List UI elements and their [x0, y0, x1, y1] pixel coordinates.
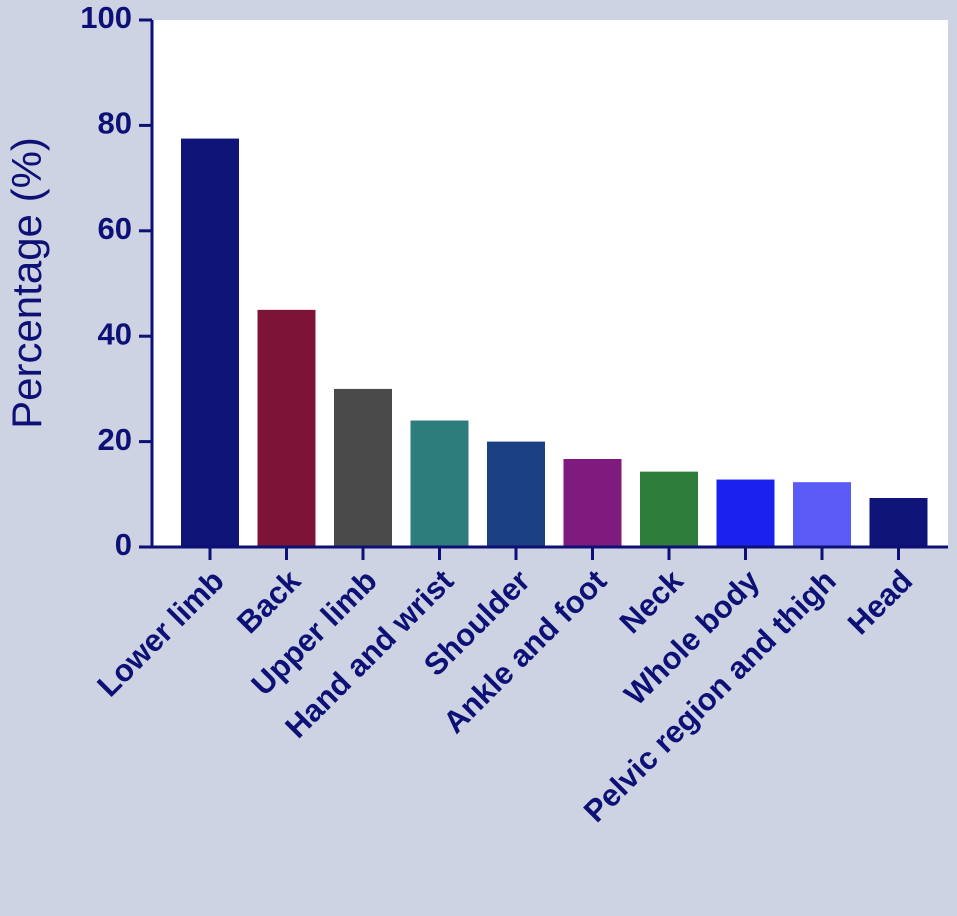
bar [869, 497, 928, 547]
bar [487, 441, 545, 547]
y-tick-label: 80 [98, 106, 132, 141]
y-tick-label: 60 [98, 211, 132, 246]
bar [640, 471, 698, 547]
bar [181, 138, 239, 547]
bar [563, 458, 622, 547]
y-tick-label: 40 [98, 316, 132, 351]
bar [716, 479, 775, 547]
bar [410, 420, 469, 547]
y-tick-label: 0 [115, 527, 132, 562]
bar [793, 482, 851, 547]
y-axis-label: Percentage (%) [3, 137, 50, 429]
y-tick-label: 20 [98, 422, 132, 457]
y-tick-label: 100 [80, 0, 132, 35]
bar [257, 309, 316, 547]
bar [334, 388, 392, 547]
